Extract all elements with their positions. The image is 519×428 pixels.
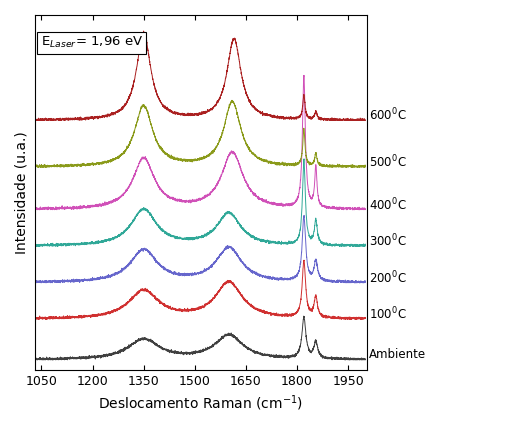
Text: 500$^0$C: 500$^0$C — [368, 154, 406, 170]
Text: 100$^0$C: 100$^0$C — [368, 306, 406, 323]
Y-axis label: Intensidade (u.a.): Intensidade (u.a.) — [15, 131, 29, 254]
Text: E$_{Laser}$= 1,96 eV: E$_{Laser}$= 1,96 eV — [40, 35, 143, 51]
Text: 600$^0$C: 600$^0$C — [368, 107, 406, 124]
Text: 300$^0$C: 300$^0$C — [368, 233, 406, 250]
X-axis label: Deslocamento Raman (cm$^{-1}$): Deslocamento Raman (cm$^{-1}$) — [98, 393, 303, 413]
Text: Ambiente: Ambiente — [368, 348, 426, 361]
Text: 400$^0$C: 400$^0$C — [368, 196, 406, 213]
Text: 200$^0$C: 200$^0$C — [368, 269, 406, 286]
